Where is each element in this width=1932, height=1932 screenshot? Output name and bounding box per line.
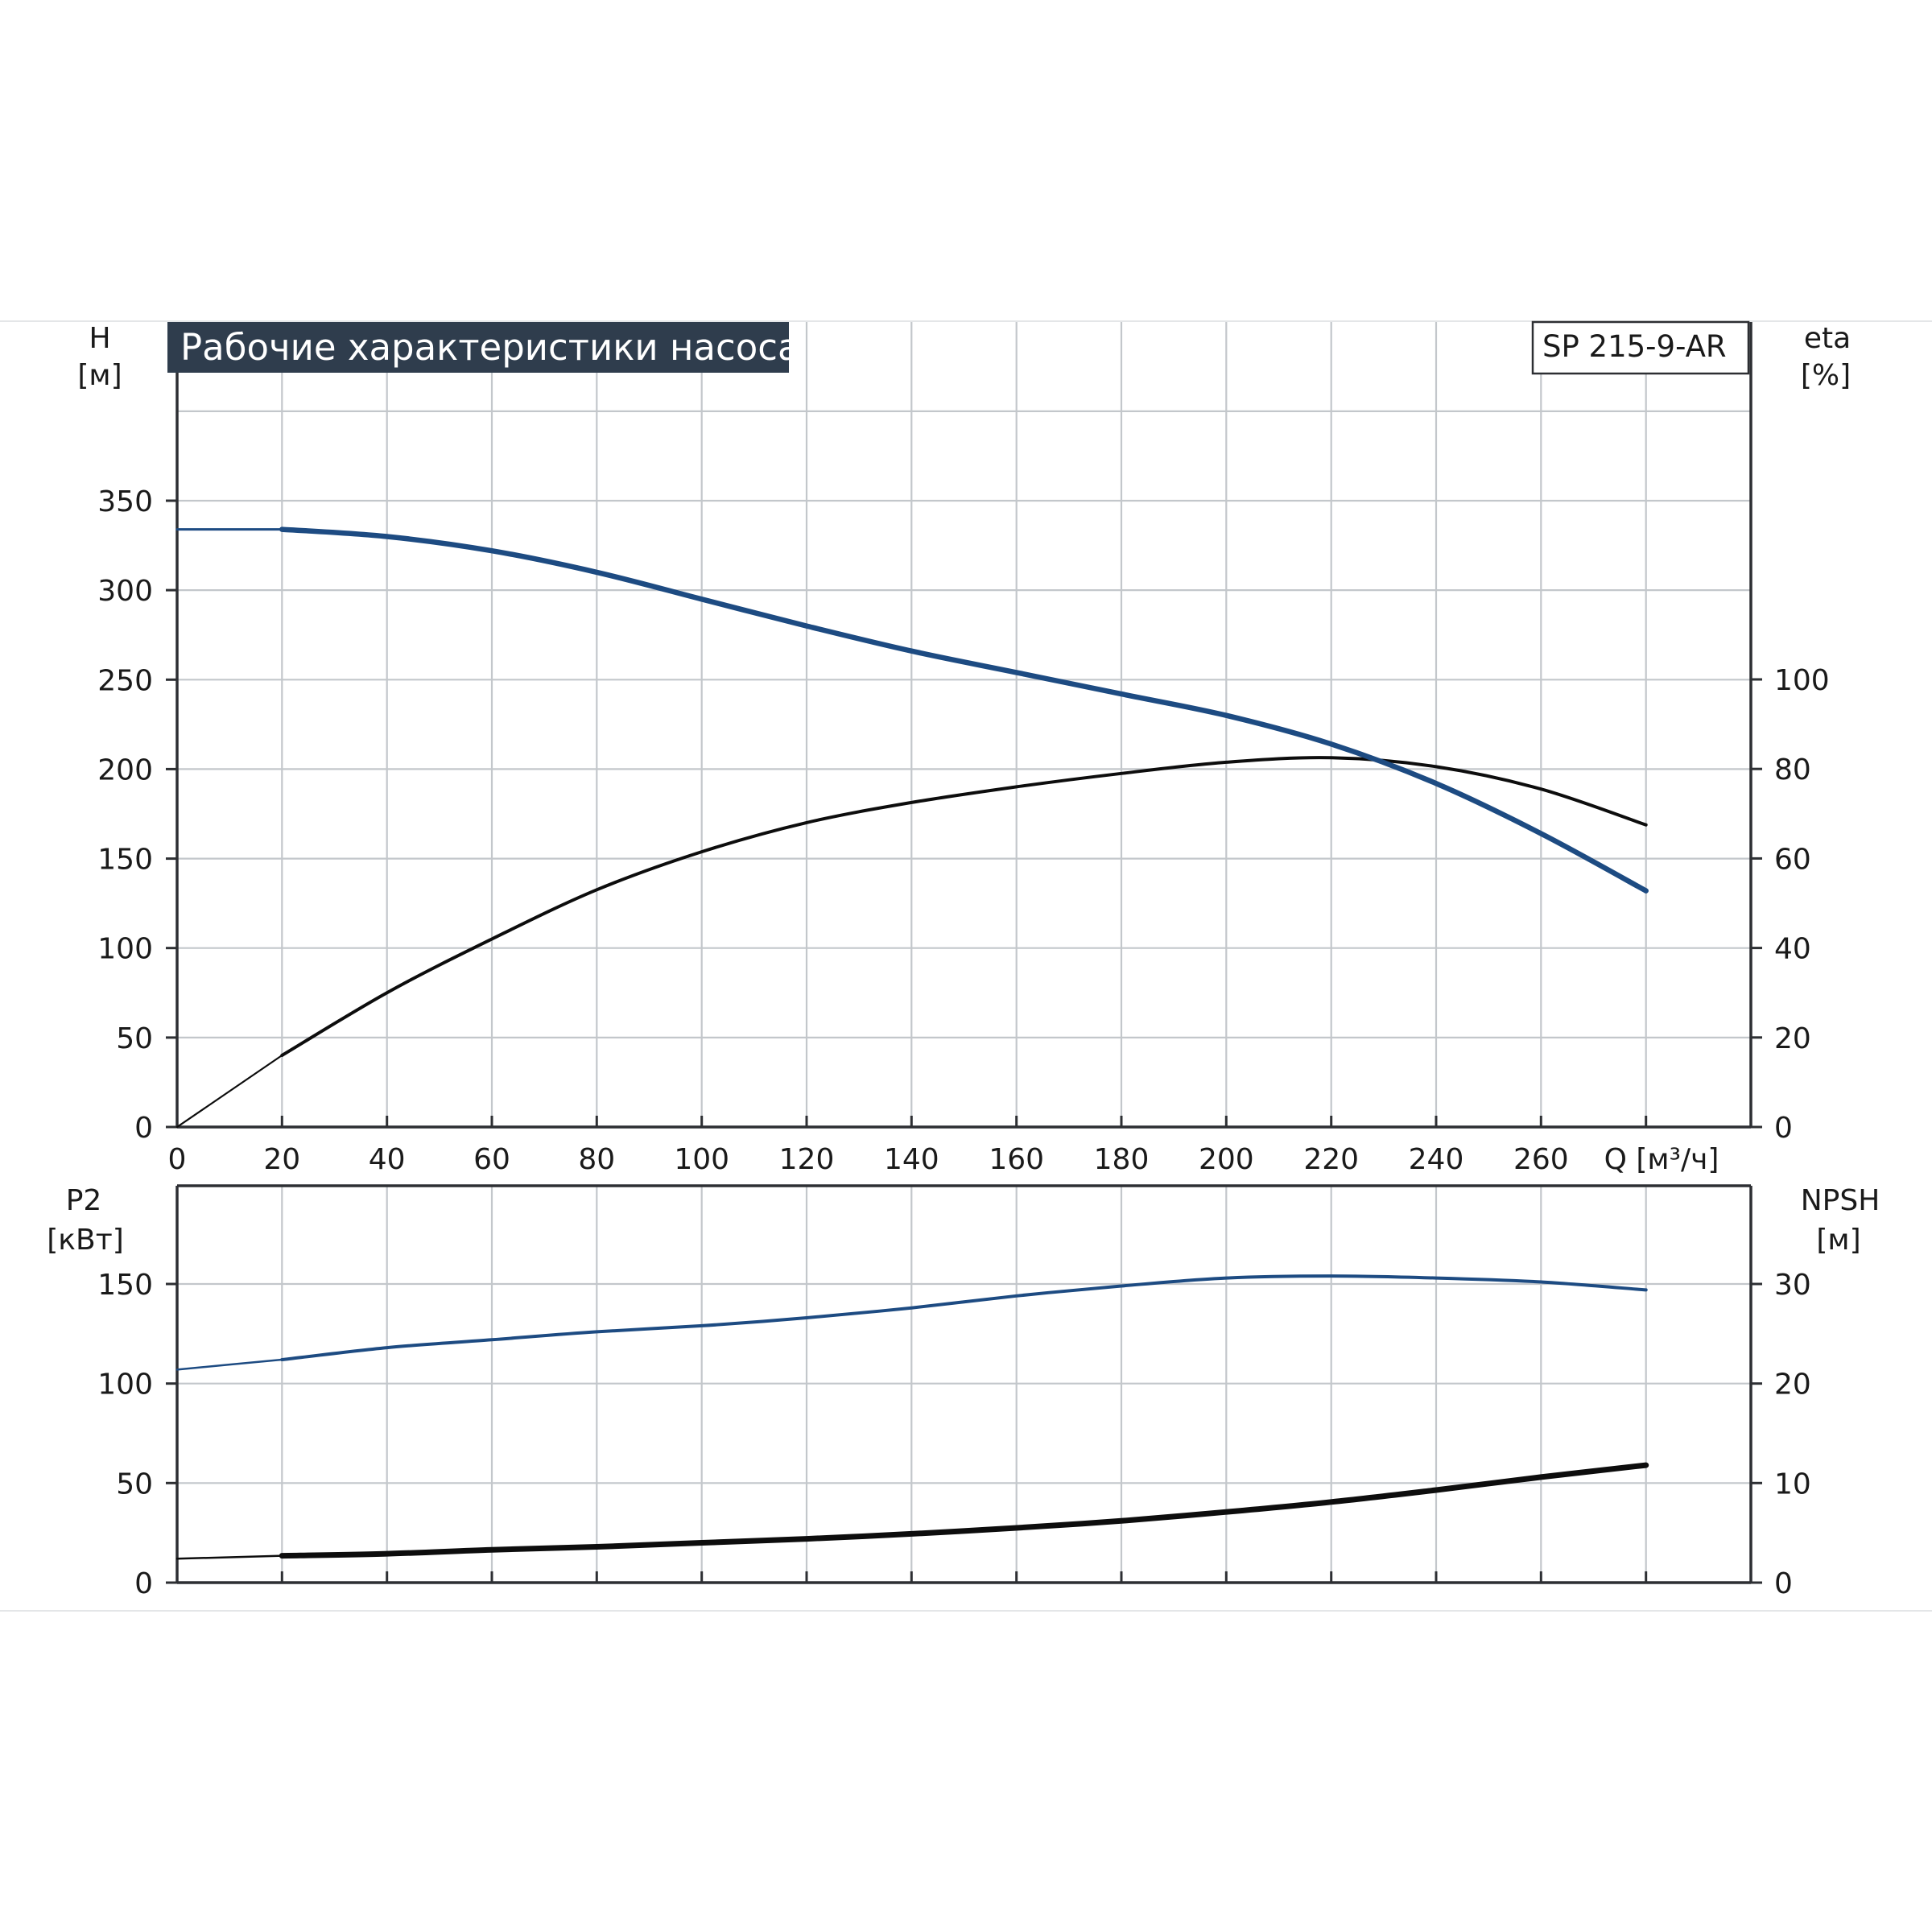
top-plot-grid — [175, 322, 1752, 1127]
h-tick-label: 200 — [97, 753, 153, 786]
x-tick-label: 140 — [884, 1143, 939, 1176]
x-tick-label: 260 — [1513, 1143, 1569, 1176]
h-tick-label: 50 — [116, 1022, 153, 1055]
eta-tick-label: 20 — [1774, 1022, 1811, 1055]
h-tick-label: 100 — [97, 933, 153, 966]
x-tick-label: 120 — [779, 1143, 835, 1176]
x-tick-label: 240 — [1409, 1143, 1464, 1176]
x-tick-label: 220 — [1303, 1143, 1359, 1176]
npsh-curve — [279, 1462, 1649, 1559]
h-axis-title: H — [89, 322, 110, 355]
efficiency-curve — [280, 756, 1648, 1057]
power-curve-start — [175, 1358, 283, 1371]
eta-axis-unit: [%] — [1801, 359, 1851, 392]
bottom-plot-grid — [175, 1186, 1752, 1583]
h-tick-label: 250 — [97, 664, 153, 697]
title-background — [167, 322, 789, 373]
eta-tick-label: 60 — [1774, 843, 1811, 876]
h-tick-label: 150 — [97, 844, 153, 877]
x-tick-label: 40 — [369, 1143, 406, 1176]
npsh-tick-label: 20 — [1774, 1368, 1811, 1402]
x-tick-label: 180 — [1094, 1143, 1150, 1176]
q-axis-title: Q [м³/ч] — [1604, 1143, 1719, 1176]
h-tick-label: 300 — [97, 575, 153, 608]
head-curve — [279, 526, 1649, 894]
p2-axis-unit: [кВт] — [47, 1224, 124, 1257]
chart-title: Рабочие характеристики насоса — [180, 326, 800, 369]
x-tick-label: 200 — [1199, 1143, 1254, 1176]
axis-ticks — [166, 499, 1762, 1584]
npsh-axis-title: NPSH — [1801, 1184, 1880, 1217]
eta-tick-label: 80 — [1774, 753, 1811, 786]
p2-axis-title: P2 — [66, 1184, 102, 1217]
x-tick-label: 0 — [168, 1143, 187, 1176]
h-tick-label: 0 — [134, 1112, 153, 1145]
eta-axis-title: eta — [1804, 322, 1851, 355]
efficiency-curve-start — [175, 1054, 283, 1129]
npsh-curve-start — [175, 1554, 283, 1560]
tick-labels: 0 20 40 60 80 100 120 140 160 180 200 220 240 2600501… — [97, 485, 1829, 1600]
eta-tick-label: 40 — [1774, 933, 1811, 966]
top-plot-frame — [175, 322, 1752, 1129]
npsh-axis-unit: [м] — [1816, 1224, 1860, 1257]
model-box — [1531, 320, 1750, 375]
npsh-tick-label: 0 — [1774, 1567, 1793, 1600]
p2-tick-label: 100 — [97, 1368, 153, 1402]
power-curve — [280, 1274, 1648, 1361]
x-tick-label: 100 — [674, 1143, 729, 1176]
p2-tick-label: 50 — [116, 1468, 153, 1501]
x-tick-label: 80 — [578, 1143, 615, 1176]
curves — [175, 526, 1649, 1560]
x-tick-label: 60 — [473, 1143, 510, 1176]
p2-tick-label: 0 — [134, 1567, 153, 1600]
npsh-tick-label: 30 — [1774, 1269, 1811, 1302]
p2-tick-label: 150 — [97, 1269, 153, 1302]
eta-tick-label: 0 — [1774, 1112, 1793, 1145]
h-tick-label: 350 — [97, 485, 153, 518]
npsh-tick-label: 10 — [1774, 1468, 1811, 1501]
eta-tick-label: 100 — [1774, 664, 1830, 697]
h-axis-unit: [м] — [77, 359, 122, 392]
x-tick-label: 160 — [989, 1143, 1044, 1176]
model-label: SP 215-9-AR — [1542, 329, 1727, 364]
x-tick-label: 20 — [263, 1143, 300, 1176]
